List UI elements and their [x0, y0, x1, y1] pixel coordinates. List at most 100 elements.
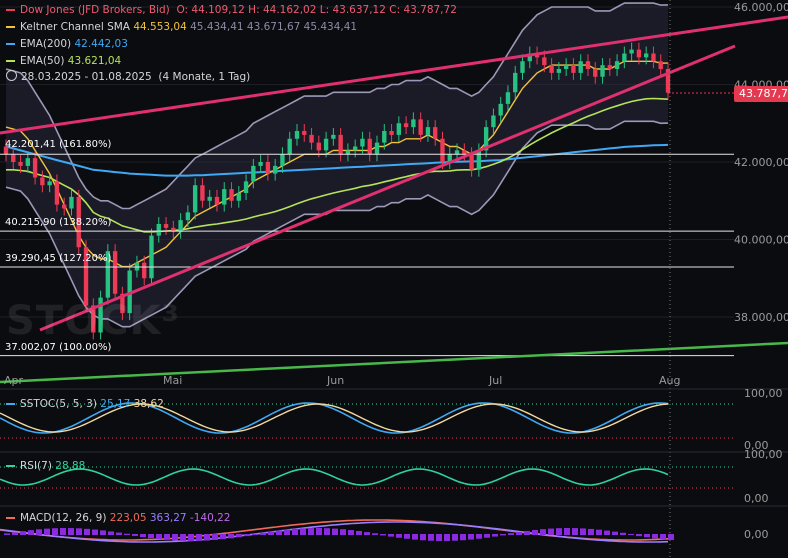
macd-histogram-bar: [108, 531, 114, 535]
ema50-label: EMA(50): [20, 55, 65, 67]
macd-histogram-bar: [340, 529, 346, 535]
macd-histogram-bar: [276, 530, 282, 535]
macd-histogram-bar: [12, 532, 18, 535]
macd-histogram-bar: [460, 534, 466, 541]
macd-histogram-bar: [444, 534, 450, 541]
fib-label-1382: 40.215,90 (138.20%): [5, 217, 112, 228]
fib-lines: [0, 153, 734, 357]
long-trendline[interactable]: [0, 341, 788, 384]
macd-histogram-bar: [116, 532, 122, 535]
macd-histogram-bar: [308, 528, 314, 535]
candle: [542, 57, 547, 66]
sstoc-k: 25,17: [100, 398, 131, 410]
candle: [418, 119, 423, 135]
candle: [47, 181, 52, 186]
keltner-upper-band: [5, 2, 669, 210]
macd-histogram-bar: [332, 528, 338, 535]
ema200-value: 42.442,03: [74, 38, 128, 50]
ema50-value: 43.621,04: [67, 55, 122, 67]
instrument-name: Dow Jones (JFD Brokers, Bid): [20, 4, 170, 16]
macd-histogram-bar: [348, 530, 354, 535]
macd-histogram-bar: [316, 528, 322, 535]
macd-histogram-bar: [292, 528, 298, 535]
macd-histogram-bar: [380, 534, 386, 536]
candle: [32, 158, 38, 178]
candle: [11, 154, 16, 162]
candle: [236, 193, 241, 201]
price-tick-label: 40.000,00: [734, 234, 788, 247]
candle: [3, 146, 9, 155]
candle: [440, 138, 445, 162]
legend-keltner: Keltner Channel SMA 44.553,04 45.434,41 …: [6, 21, 357, 34]
candle: [498, 103, 503, 116]
candle: [105, 251, 111, 298]
macd-histogram-bar: [164, 534, 170, 540]
macd-histogram-bar: [404, 534, 410, 539]
candles: [3, 42, 671, 340]
candle: [222, 189, 227, 205]
candle: [593, 69, 598, 77]
rsi-line: [0, 468, 669, 486]
candle: [149, 235, 154, 279]
candle: [265, 162, 271, 174]
macd-histogram-bar: [300, 528, 306, 535]
time-tick-label: Aug: [659, 374, 680, 387]
candle: [316, 142, 321, 151]
candle: [40, 177, 45, 186]
macd-histogram-bar: [420, 534, 426, 541]
macd-histogram-bar: [436, 534, 442, 541]
sstoc-k-line: [0, 402, 669, 434]
macd-histogram-bar: [148, 534, 154, 539]
macd-histogram-bar: [412, 534, 418, 540]
candle: [207, 196, 212, 201]
time-tick-label: Jun: [326, 374, 344, 387]
candle: [272, 165, 278, 174]
candle: [549, 65, 554, 73]
ohlc-values: O: 44.109,12 H: 44.162,02 L: 43.637,12 C…: [176, 4, 457, 16]
time-tick-label: Mai: [163, 374, 182, 387]
candle: [454, 150, 460, 155]
macd-histogram-bar: [92, 529, 98, 535]
candle: [469, 154, 474, 170]
macd-v1: 223,05: [109, 512, 147, 524]
lower-trendline[interactable]: [39, 44, 736, 332]
upper-trendline[interactable]: [0, 15, 788, 135]
macd-histogram-bar: [532, 529, 538, 535]
candle: [425, 127, 431, 135]
fib-label-1000: 37.002,07 (100.00%): [5, 342, 112, 353]
time-axis: Apr Mai Jun Jul Aug: [4, 374, 680, 387]
macd-histogram-bar: [180, 534, 186, 541]
legend-swatch: [6, 517, 15, 519]
candle: [578, 61, 583, 73]
candle: [54, 181, 60, 205]
macd-histogram-bar: [564, 528, 570, 535]
fib-label-1618: 42.201,41 (161.80%): [5, 139, 112, 150]
macd-histogram-bar: [28, 530, 34, 535]
candle: [382, 131, 387, 143]
date-range-detail: (4 Monate, 1 Tag): [158, 71, 251, 83]
macd-histogram-bar: [4, 533, 10, 535]
candle: [367, 138, 372, 155]
macd-histogram-bar: [524, 530, 530, 535]
candle: [658, 61, 663, 69]
macd-histogram-bar: [668, 534, 674, 541]
keltner-label: Keltner Channel SMA: [20, 21, 130, 33]
candle: [396, 123, 402, 135]
candle: [433, 127, 438, 139]
macd-histogram-bar: [284, 529, 290, 535]
candle: [665, 69, 671, 93]
macd-histogram-bar: [644, 534, 650, 538]
candle: [83, 247, 89, 306]
candle: [505, 92, 511, 104]
macd-histogram-bar: [476, 534, 482, 539]
macd-histogram-bar: [204, 534, 210, 541]
macd-histogram-bar: [156, 534, 162, 540]
candle: [214, 196, 220, 205]
macd-histogram-bar: [364, 532, 370, 535]
candle: [69, 196, 74, 209]
candle: [360, 138, 365, 147]
macd-label: MACD(12, 26, 9): [20, 512, 107, 524]
macd-histogram-bar: [372, 533, 378, 535]
macd-histogram-bar: [236, 534, 242, 538]
